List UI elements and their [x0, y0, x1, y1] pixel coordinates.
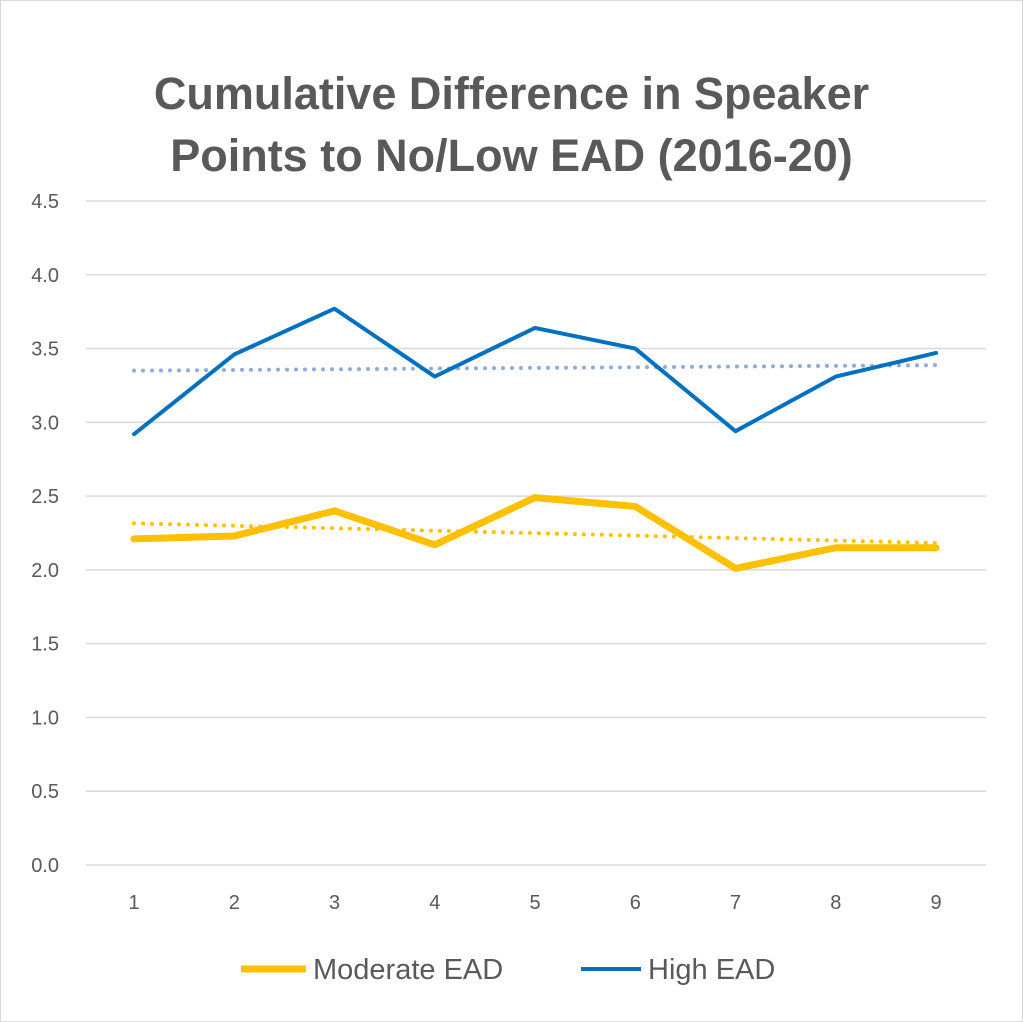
chart-title: Cumulative Difference in Speaker Points …: [1, 63, 1022, 187]
y-tick-label: 3.5: [31, 339, 59, 361]
x-tick-label: 6: [630, 892, 641, 914]
y-tick-label: 0.0: [31, 855, 59, 877]
y-tick-label: 3.0: [31, 412, 59, 434]
y-tick-label: 1.0: [31, 707, 59, 729]
legend-label: Moderate EAD: [313, 954, 503, 986]
x-tick-label: 4: [429, 892, 440, 914]
legend-label: High EAD: [648, 954, 775, 986]
x-tick-label: 5: [529, 892, 540, 914]
chart-title-line-2: Points to No/Low EAD (2016-20): [170, 130, 853, 181]
y-tick-label: 4.5: [31, 191, 59, 213]
y-tick-label: 2.0: [31, 560, 59, 582]
x-tick-label: 7: [730, 892, 741, 914]
x-tick-label: 2: [229, 892, 240, 914]
x-tick-label: 8: [830, 892, 841, 914]
y-tick-label: 2.5: [31, 486, 59, 508]
x-tick-label: 9: [930, 892, 941, 914]
chart-title-line-1: Cumulative Difference in Speaker: [153, 68, 870, 119]
y-tick-label: 0.5: [31, 781, 59, 803]
series-line-high-ead: [132, 306, 938, 437]
series-line-moderate-ead: [130, 494, 940, 572]
x-tick-label: 1: [128, 892, 139, 914]
y-tick-label: 1.5: [31, 634, 59, 656]
x-tick-label: 3: [329, 892, 340, 914]
trendline-high-ead: [132, 363, 938, 373]
y-tick-label: 4.0: [31, 265, 59, 287]
